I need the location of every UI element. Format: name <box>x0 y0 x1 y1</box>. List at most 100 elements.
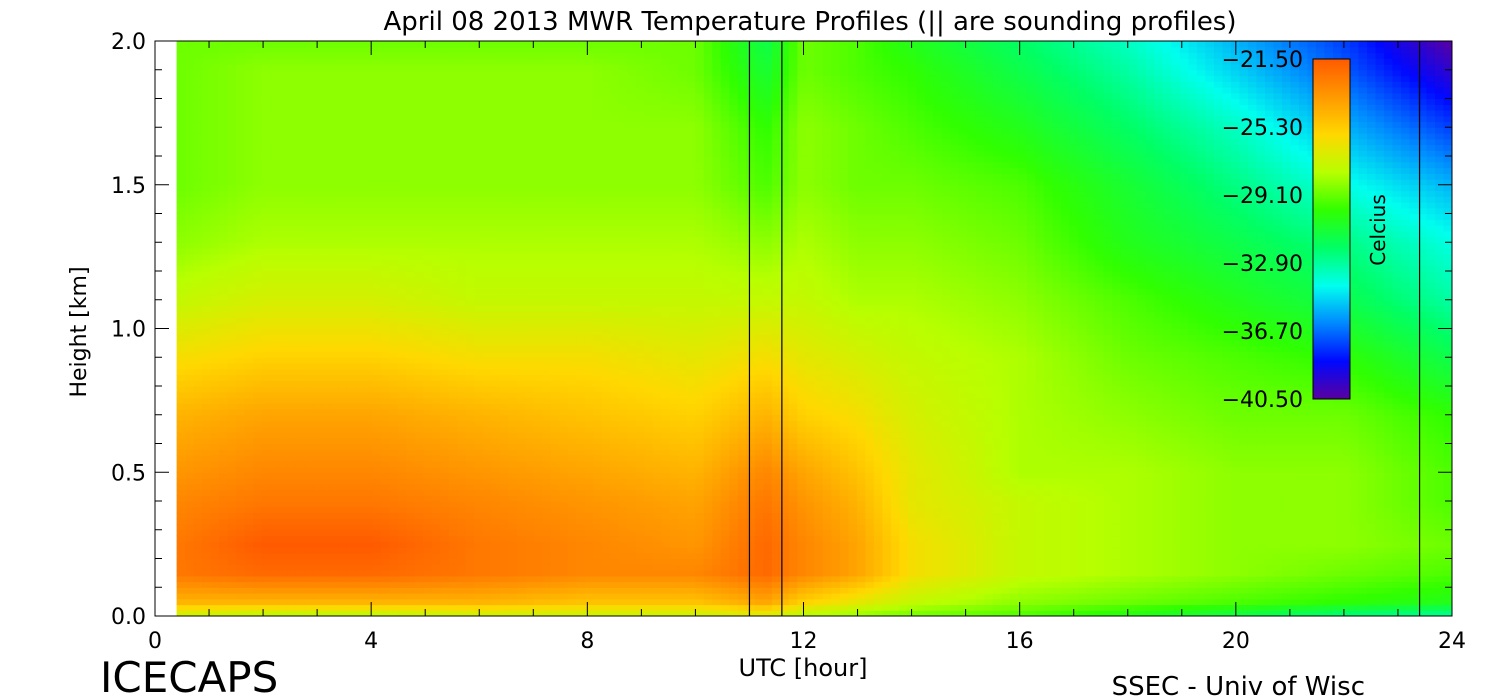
heatmap-cell <box>516 564 526 571</box>
heatmap-cell <box>499 541 509 548</box>
heatmap-cell <box>244 575 254 583</box>
heatmap-cell <box>457 518 467 525</box>
heatmap-cell <box>1145 547 1156 554</box>
heatmap-cell <box>1264 460 1275 468</box>
heatmap-cell <box>890 535 900 542</box>
heatmap-cell <box>1001 558 1011 565</box>
heatmap-cell <box>1426 558 1436 565</box>
heatmap-cell <box>321 581 331 588</box>
heatmap-cell <box>185 420 195 427</box>
heatmap-cell <box>542 524 552 531</box>
heatmap-cell <box>567 472 577 479</box>
heatmap-cell <box>1222 443 1232 450</box>
heatmap-cell <box>1077 432 1087 439</box>
heatmap-cell <box>431 420 441 427</box>
heatmap-cell <box>882 547 892 554</box>
heatmap-cell <box>193 483 203 491</box>
heatmap-cell <box>771 466 781 473</box>
heatmap-cell <box>202 455 212 462</box>
heatmap-cell <box>890 466 900 473</box>
heatmap-cell <box>389 432 399 439</box>
heatmap-cell <box>992 495 1002 502</box>
heatmap-cell <box>312 593 322 600</box>
heatmap-cell <box>1043 483 1053 491</box>
heatmap-cell <box>992 541 1002 548</box>
heatmap-cell <box>576 472 586 479</box>
heatmap-cell <box>457 420 467 427</box>
heatmap-cell <box>1409 426 1419 433</box>
heatmap-cell <box>916 449 926 456</box>
heatmap-cell <box>380 449 390 456</box>
heatmap-cell <box>593 587 603 594</box>
heatmap-cell <box>550 478 560 485</box>
heatmap-cell <box>525 495 535 502</box>
heatmap-cell <box>1188 587 1198 594</box>
heatmap-cell <box>542 512 552 519</box>
heatmap-cell <box>202 587 212 594</box>
heatmap-cell <box>1069 472 1079 479</box>
heatmap-cell <box>652 495 662 502</box>
heatmap-cell <box>1154 501 1164 508</box>
heatmap-cell <box>533 466 543 473</box>
heatmap-cell <box>754 506 764 514</box>
heatmap-cell <box>907 598 917 606</box>
heatmap-cell <box>525 478 535 485</box>
heatmap-cell <box>805 478 815 485</box>
heatmap-cell <box>406 547 416 554</box>
heatmap-cell <box>831 449 841 456</box>
heatmap-cell <box>882 495 892 502</box>
heatmap-cell <box>516 529 526 537</box>
heatmap-cell <box>848 501 858 508</box>
heatmap-cell <box>406 529 416 537</box>
heatmap-cell <box>380 506 390 514</box>
heatmap-cell <box>941 564 951 571</box>
heatmap-cell <box>440 529 450 537</box>
heatmap-cell <box>1162 478 1173 485</box>
heatmap-cell <box>431 455 441 462</box>
heatmap-cell <box>712 455 722 462</box>
heatmap-cell <box>1383 604 1394 611</box>
heatmap-cell <box>839 466 849 473</box>
heatmap-cell <box>457 478 467 485</box>
heatmap-cell <box>899 483 909 491</box>
heatmap-cell <box>440 455 450 462</box>
heatmap-cell <box>406 581 416 588</box>
heatmap-cell <box>1298 512 1309 519</box>
heatmap-cell <box>1052 443 1062 450</box>
heatmap-cell <box>270 547 280 554</box>
heatmap-cell <box>686 478 696 485</box>
heatmap-cell <box>525 466 535 473</box>
heatmap-cell <box>652 518 662 525</box>
heatmap-cell <box>644 575 654 583</box>
heatmap-cell <box>1213 518 1224 525</box>
heatmap-cell <box>933 432 943 439</box>
heatmap-cell <box>992 593 1002 600</box>
heatmap-cell <box>414 604 424 611</box>
heatmap-cell <box>899 489 909 496</box>
heatmap-cell <box>1162 455 1173 462</box>
heatmap-cell <box>1375 575 1385 583</box>
heatmap-cell <box>465 547 475 554</box>
heatmap-cell <box>729 610 739 616</box>
heatmap-cell <box>1077 426 1087 433</box>
heatmap-cell <box>1222 437 1232 445</box>
heatmap-cell <box>933 587 943 594</box>
heatmap-cell <box>448 524 458 531</box>
heatmap-cell <box>780 575 790 583</box>
heatmap-cell <box>1069 443 1079 450</box>
heatmap-cell <box>1060 437 1070 445</box>
heatmap-cell <box>814 570 824 577</box>
heatmap-cell <box>941 478 951 485</box>
heatmap-cell <box>695 598 705 606</box>
heatmap-cell <box>992 570 1002 577</box>
heatmap-cell <box>1324 466 1334 473</box>
heatmap-cell <box>491 466 501 473</box>
heatmap-cell <box>1434 547 1445 554</box>
heatmap-cell <box>601 483 611 491</box>
heatmap-cell <box>1341 575 1351 583</box>
heatmap-cell <box>712 593 722 600</box>
heatmap-cell <box>210 575 220 583</box>
heatmap-cell <box>295 570 305 577</box>
heatmap-cell <box>950 552 960 560</box>
heatmap-cell <box>992 512 1002 519</box>
